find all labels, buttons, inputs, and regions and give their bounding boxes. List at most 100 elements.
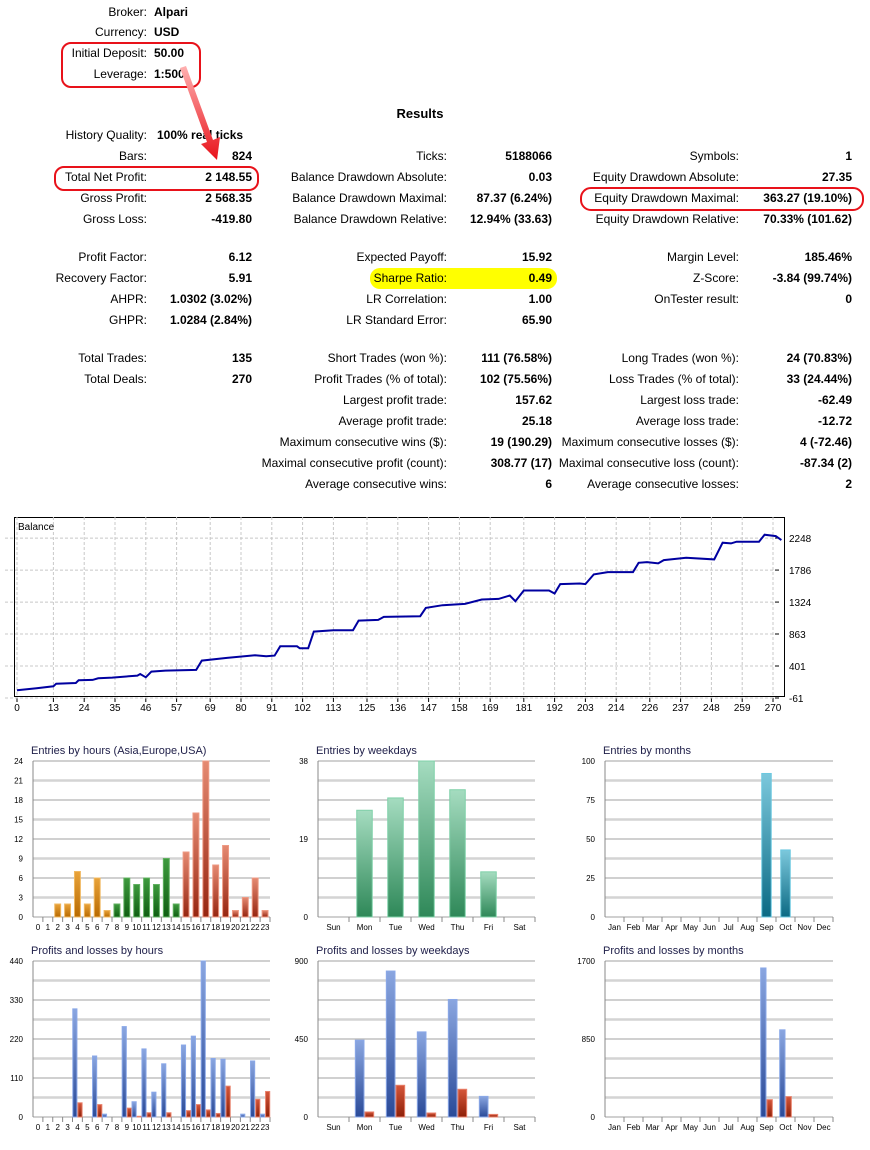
profit-bar (101, 1113, 108, 1118)
stat-label: Average consecutive losses: (587, 477, 739, 491)
x-tick-label: 13 (162, 1123, 171, 1132)
x-tick-label: 158 (451, 703, 468, 714)
x-tick-label: Jan (608, 923, 621, 932)
info-label: Currency: (94, 25, 147, 39)
x-tick-label: 16 (191, 1123, 200, 1132)
bar (123, 877, 131, 918)
x-tick-label: 203 (577, 703, 594, 714)
stat-label: Equity Drawdown Relative: (595, 212, 739, 226)
loss-bar (265, 1090, 271, 1118)
bar (54, 903, 62, 918)
chart-title: Profits and losses by weekdays (316, 945, 470, 957)
info-label: Initial Deposit: (71, 46, 147, 60)
stat-value: 6.12 (228, 250, 252, 264)
stat-value: 2 148.55 (205, 170, 252, 184)
x-tick-label: Sun (326, 1123, 340, 1132)
x-tick-label: 5 (85, 923, 90, 932)
stat-value: 2 (845, 477, 852, 491)
x-tick-label: 1 (46, 923, 51, 932)
bar-chart: Profits and losses by weekdays 0 450 900 Sun… (295, 945, 536, 1132)
stat-value: 102 (75.56%) (479, 372, 552, 386)
x-tick-label: 2 (55, 1123, 60, 1132)
y-tick-label: 1324 (789, 598, 812, 609)
profit-bar (210, 1058, 216, 1118)
profit-bar (200, 960, 206, 1118)
stat-value: 0 (845, 292, 852, 306)
profit-bar (190, 1035, 196, 1118)
x-tick-label: 16 (191, 923, 200, 932)
results-title: Results (396, 106, 444, 121)
y-tick-label: 2248 (789, 534, 812, 545)
bar-chart: Entries by months 0 25 50 75 100 Jan Feb Mar Apr M… (582, 745, 834, 932)
profit-bar (180, 1044, 187, 1118)
stat-value: 363.27 (19.10%) (763, 191, 852, 205)
y-tick-label: 50 (586, 835, 595, 844)
stat-value: 12.94% (33.63) (469, 212, 552, 226)
x-tick-label: Tue (389, 923, 403, 932)
y-tick-label: 401 (789, 662, 806, 673)
y-tick-label: 863 (789, 630, 806, 641)
stat-label: AHPR: (110, 292, 147, 306)
stat-value: 5188066 (505, 149, 552, 163)
x-tick-label: Jan (608, 1123, 621, 1132)
x-tick-label: Dec (816, 923, 830, 932)
x-tick-label: Apr (665, 923, 678, 932)
x-tick-label: 9 (125, 923, 130, 932)
profit-bar (121, 1026, 127, 1118)
loss-bar (146, 1112, 152, 1118)
y-tick-label: 440 (10, 957, 24, 966)
stat-value: 1.00 (528, 292, 552, 306)
bar (93, 877, 101, 918)
x-tick-label: Sun (326, 923, 340, 932)
y-tick-label: 19 (299, 835, 308, 844)
stat-value: 70.33% (101.62) (763, 212, 852, 226)
stat-value: 0.49 (528, 271, 552, 285)
x-tick-label: Fri (484, 923, 494, 932)
x-tick-label: Feb (627, 923, 641, 932)
stat-label: Expected Payoff: (356, 250, 447, 264)
x-tick-label: Wed (418, 1123, 434, 1132)
x-tick-label: 226 (641, 703, 658, 714)
stat-value: 824 (231, 149, 252, 163)
loss-bar (488, 1113, 499, 1118)
x-tick-label: 23 (261, 923, 270, 932)
stat-value: 0.03 (528, 170, 552, 184)
x-tick-label: 19 (221, 1123, 230, 1132)
x-tick-label: Mar (646, 1123, 660, 1132)
stat-label: Recovery Factor: (55, 271, 147, 285)
stat-label: OnTester result: (654, 292, 739, 306)
distribution-charts: Entries by hours (Asia,Europe,USA)036912… (10, 745, 834, 1132)
stat-label: Z-Score: (692, 271, 739, 285)
x-tick-label: Thu (451, 923, 465, 932)
loss-bar (166, 1112, 172, 1118)
x-tick-label: 21 (241, 1123, 250, 1132)
y-tick-label: -61 (789, 694, 804, 705)
stat-value: -3.84 (99.74%) (772, 271, 852, 285)
x-tick-label: Jul (723, 1123, 733, 1132)
stat-value: 25.18 (521, 414, 552, 428)
y-tick-label: 15 (14, 816, 23, 825)
stat-label: Balance Drawdown Absolute: (290, 170, 447, 184)
stat-label: Balance Drawdown Relative: (293, 212, 447, 226)
stat-value: 1 (845, 149, 852, 163)
x-tick-label: 136 (389, 703, 406, 714)
x-tick-label: 11 (142, 1123, 151, 1132)
stat-label: Average loss trade: (635, 414, 739, 428)
loss-bar (457, 1088, 468, 1118)
x-tick-label: 6 (95, 1123, 100, 1132)
x-tick-label: 21 (241, 923, 250, 932)
stat-label: Largest loss trade: (640, 393, 739, 407)
x-tick-label: Feb (627, 1123, 641, 1132)
bar-chart: Profits and losses by months 0 850 1700 Jan F… (577, 945, 834, 1132)
stat-label: Ticks: (416, 149, 447, 163)
stat-label: Equity Drawdown Absolute: (592, 170, 739, 184)
x-tick-label: 11 (142, 923, 151, 932)
loss-bar (97, 1104, 103, 1118)
stat-value: 111 (76.58%) (481, 351, 552, 365)
x-tick-label: Oct (779, 923, 792, 932)
stat-value: 4 (-72.46) (799, 435, 852, 449)
bar (192, 812, 200, 918)
x-tick-label: 46 (140, 703, 152, 714)
x-tick-label: 18 (211, 923, 220, 932)
